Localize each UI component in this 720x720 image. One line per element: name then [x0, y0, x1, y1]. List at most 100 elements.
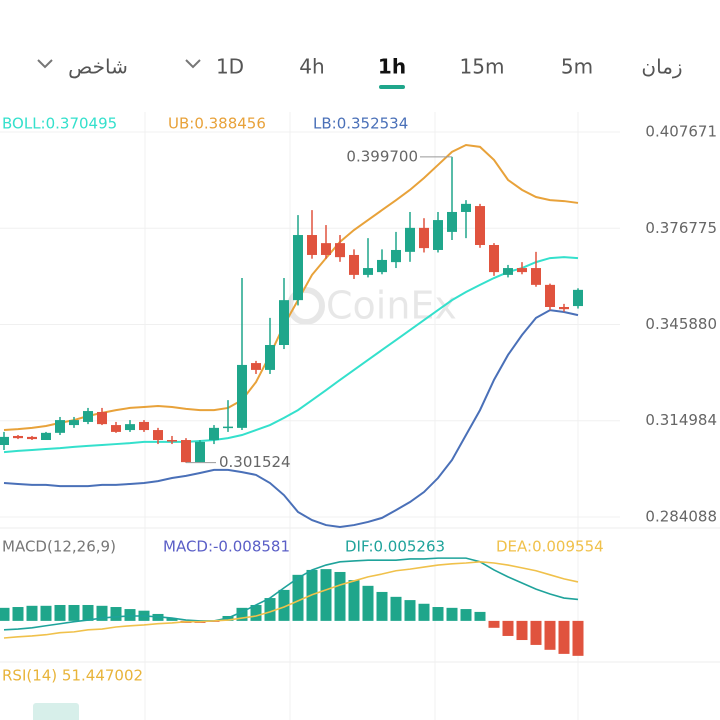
candle-body	[167, 440, 177, 442]
chevron[interactable]	[37, 59, 53, 69]
candle-body	[391, 249, 401, 263]
macd-line	[3, 557, 579, 631]
candle-body	[181, 440, 191, 463]
panel-title: RSI(14) 51.447002	[2, 667, 143, 685]
candle-body	[69, 420, 79, 426]
candle-body	[41, 432, 51, 441]
histogram-bar	[516, 620, 528, 641]
candle-body	[55, 420, 65, 433]
candle-body	[321, 243, 331, 255]
candle-body	[139, 421, 149, 431]
candle-body	[489, 244, 499, 273]
histogram-bar	[390, 596, 402, 621]
candle-body	[517, 268, 527, 273]
histogram-bar	[166, 618, 178, 621]
histogram-bar	[446, 607, 458, 621]
histogram-bar	[54, 604, 66, 621]
candle-body	[419, 227, 429, 249]
candle-body	[237, 364, 247, 428]
tab[interactable]: زمان	[641, 55, 682, 79]
tab[interactable]: 1h	[378, 55, 406, 79]
band-line	[3, 256, 579, 454]
legend-label: UB:0.388456	[168, 115, 266, 133]
histogram-bar	[110, 607, 122, 621]
tab[interactable]: 1D	[216, 55, 244, 79]
candle-body	[349, 254, 359, 275]
histogram-bar	[292, 574, 304, 621]
histogram-bar	[502, 620, 514, 636]
histogram-bar	[264, 598, 276, 621]
tab[interactable]: 15m	[460, 55, 505, 79]
candle-body	[293, 235, 303, 301]
candle-body	[13, 435, 23, 439]
candle-body	[111, 425, 121, 432]
histogram-bar	[404, 600, 416, 621]
candle-body	[559, 306, 569, 310]
histogram-bar	[40, 605, 52, 621]
histogram-bar	[572, 620, 584, 656]
candle-body	[265, 344, 275, 370]
legend-label: BOLL:0.370495	[2, 115, 117, 133]
candle-body	[447, 211, 457, 232]
tab[interactable]: 5m	[561, 55, 593, 79]
histogram-bar	[432, 607, 444, 621]
tab[interactable]: شاخص	[68, 55, 128, 79]
histogram-bar	[558, 620, 570, 654]
button[interactable]	[33, 703, 79, 720]
watermark-logo	[287, 287, 325, 325]
macd-line	[3, 560, 579, 639]
annotation: 0.399700	[346, 147, 418, 165]
annotation: 0.301524	[219, 453, 291, 471]
candle-body	[27, 436, 37, 440]
candle-body	[195, 441, 205, 463]
y-tick-label: 0.376775	[645, 219, 717, 237]
candle-body	[279, 300, 289, 345]
histogram-bar	[278, 589, 290, 621]
y-tick-label: 0.345880	[645, 315, 717, 333]
chevron[interactable]	[185, 59, 201, 69]
histogram-bar	[544, 620, 556, 650]
y-tick-label: 0.314984	[645, 411, 717, 429]
candle-body	[377, 259, 387, 273]
histogram-bar	[26, 605, 38, 621]
candle-body	[405, 227, 415, 252]
histogram-bar	[530, 620, 542, 645]
candle-body	[475, 206, 485, 245]
candle-body	[209, 427, 219, 441]
candle-body	[97, 411, 107, 425]
legend-label: LB:0.352534	[313, 115, 408, 133]
candle-body	[545, 284, 555, 307]
histogram-bar	[488, 620, 500, 628]
histogram-bar	[124, 609, 136, 621]
candle-body	[307, 235, 317, 255]
candle-body	[83, 411, 93, 422]
legend-label: DIF:0.005263	[345, 538, 445, 556]
candle-body	[153, 430, 163, 441]
candle-body	[223, 426, 233, 429]
candle-body	[125, 424, 135, 431]
legend-label: DEA:0.009554	[496, 538, 604, 556]
histogram-bar	[236, 607, 248, 621]
y-tick-label: 0.284088	[645, 507, 717, 525]
watermark: CoinEx	[287, 284, 457, 328]
band-line	[3, 309, 579, 528]
candle-body	[363, 268, 373, 275]
histogram-bar	[376, 591, 388, 621]
histogram-bar	[68, 604, 80, 621]
tab[interactable]: 4h	[299, 55, 324, 79]
histogram-bar	[474, 611, 486, 621]
y-tick-label: 0.407671	[645, 123, 717, 141]
histogram-bar	[460, 609, 472, 621]
candle-body	[335, 243, 345, 258]
legend-label: MACD:-0.008581	[163, 538, 290, 556]
candle-body	[503, 268, 513, 275]
histogram-bar	[0, 607, 10, 621]
candle-body	[433, 220, 443, 250]
histogram-bar	[96, 605, 108, 621]
candle-body	[531, 268, 541, 285]
histogram-bar	[418, 603, 430, 621]
panel-title: MACD(12,26,9)	[2, 538, 116, 556]
candle-body	[251, 363, 261, 370]
